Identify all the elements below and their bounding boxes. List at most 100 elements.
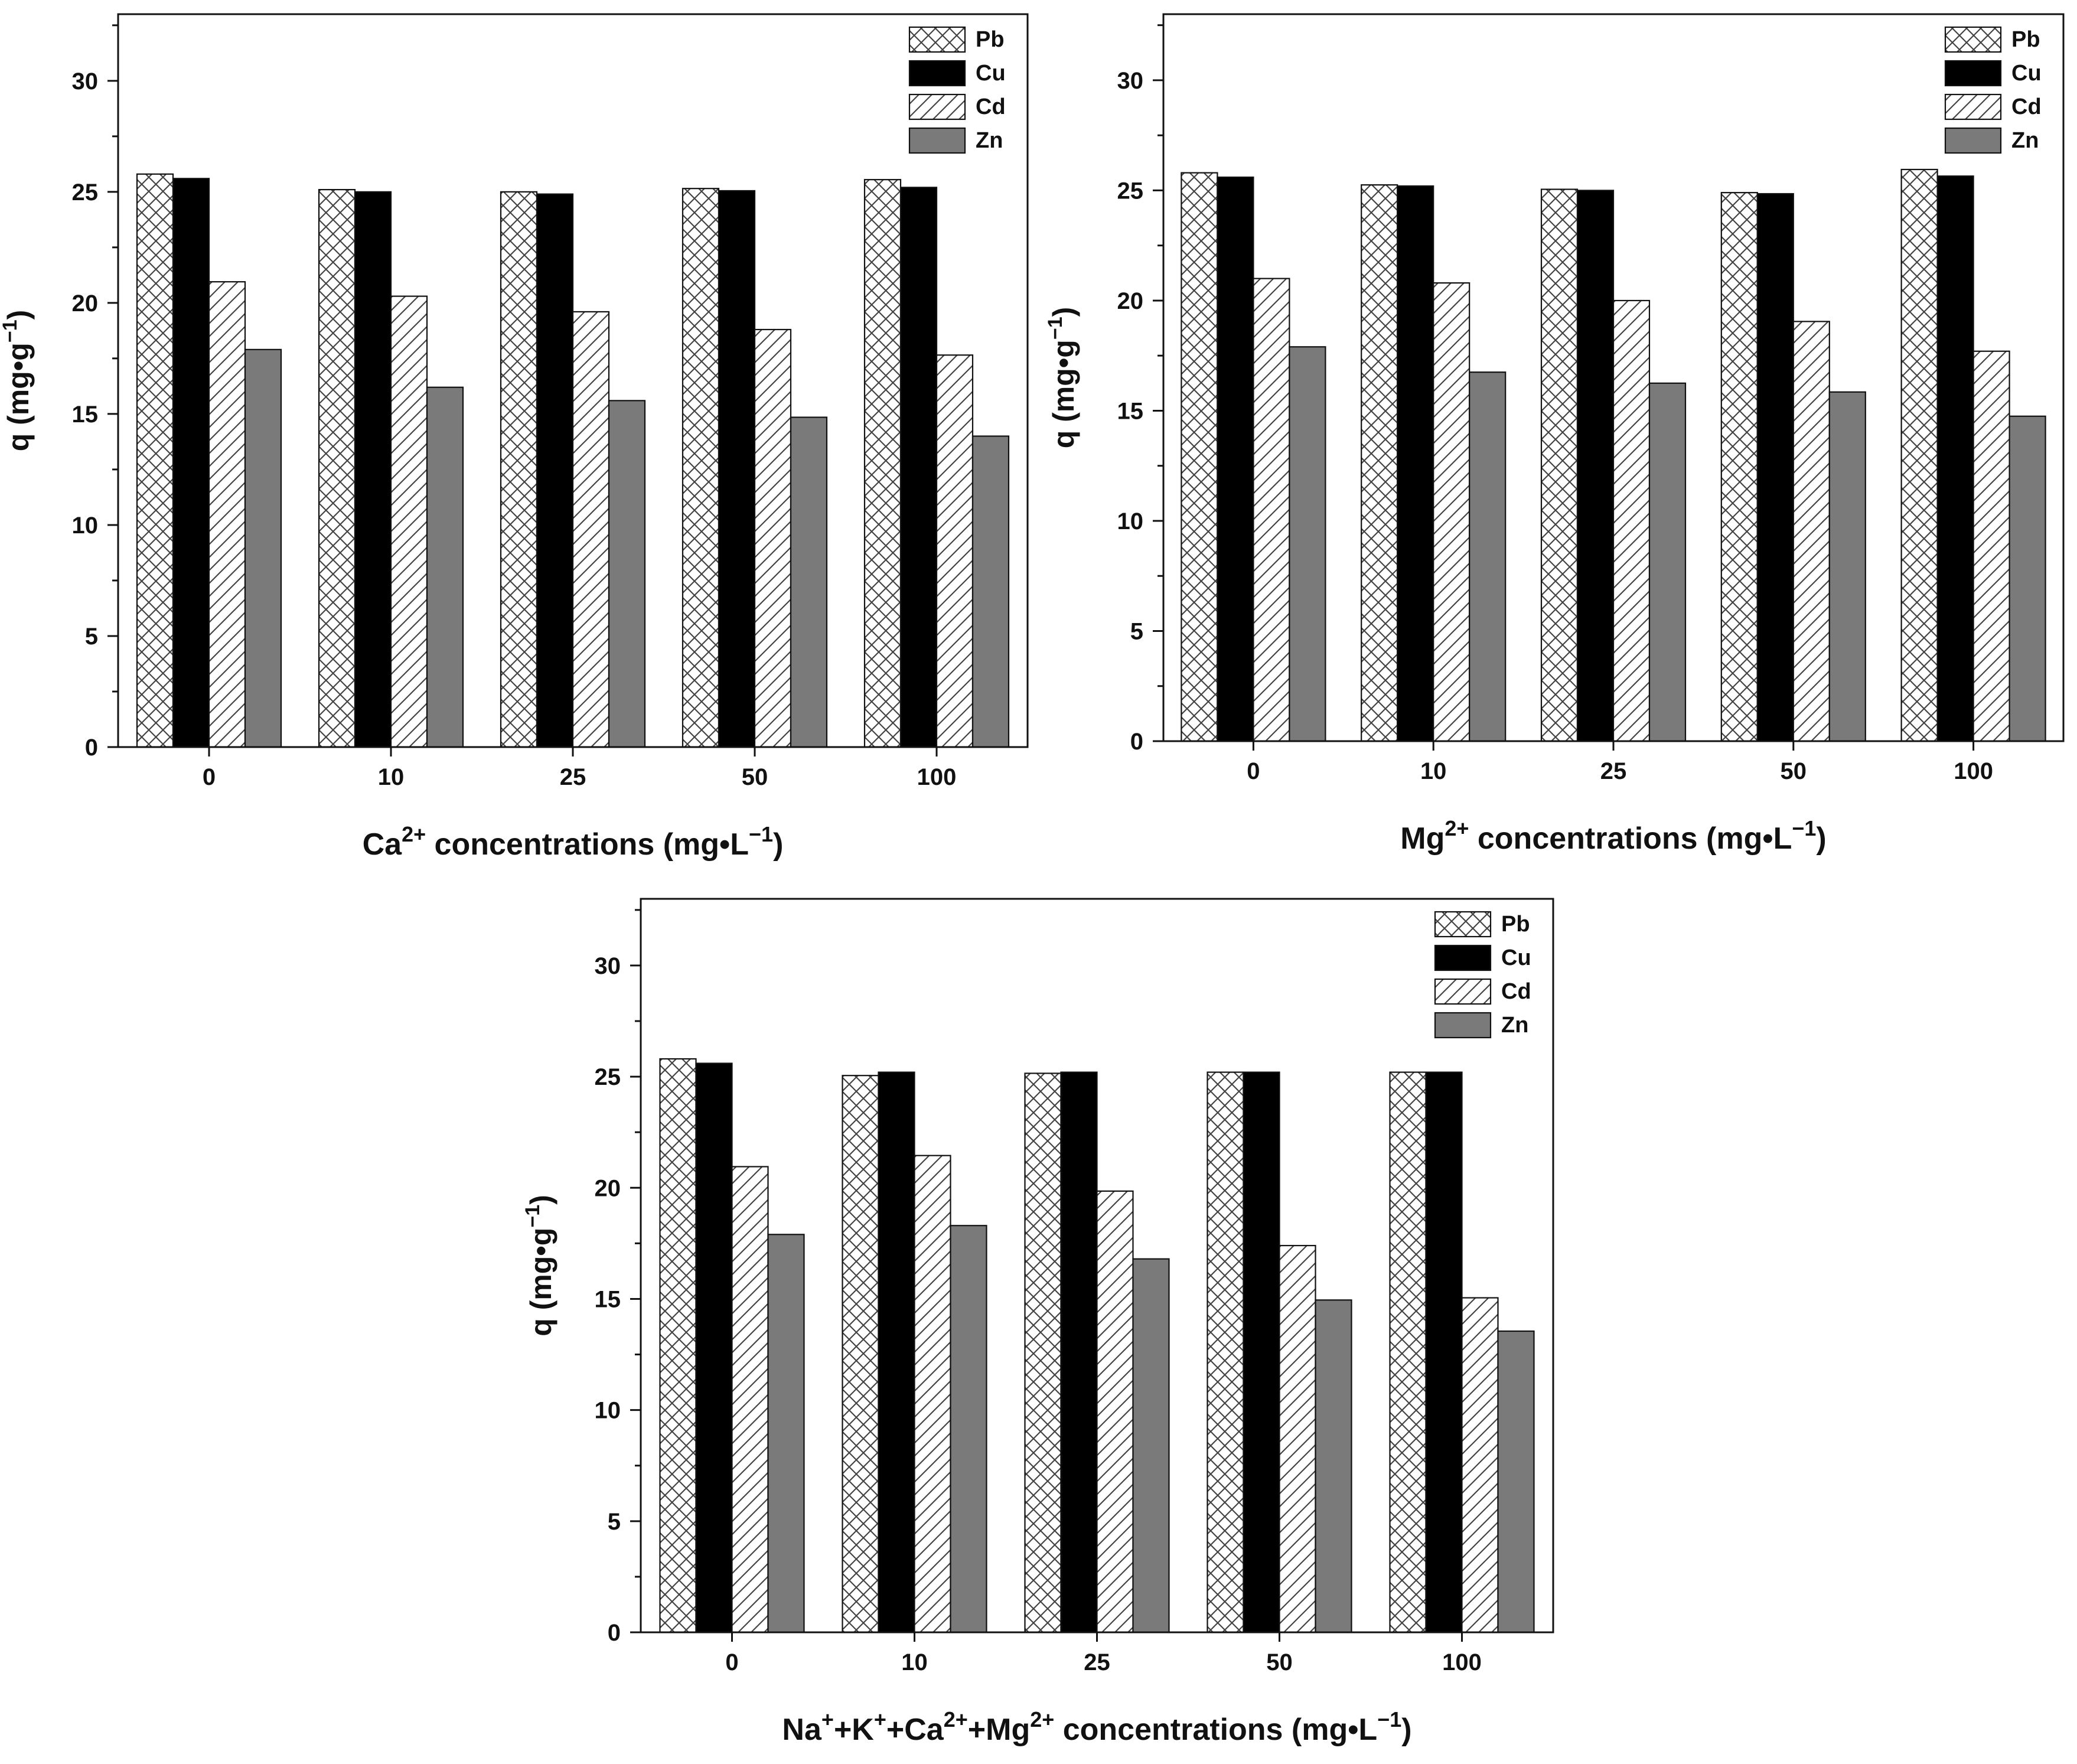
x-axis-label-sup: 2+: [944, 1707, 968, 1732]
bar-cu-50: [1243, 1071, 1280, 1633]
bar-zn-0: [1289, 346, 1326, 742]
y-axis-label-sup: −1: [521, 1205, 544, 1228]
y-axis-label: q (mg•g−1): [1044, 307, 1080, 449]
x-tick-label: 100: [917, 764, 957, 790]
x-axis-label-part: Na: [782, 1713, 822, 1747]
y-tick-label: 25: [1117, 178, 1144, 204]
bar-cd-50: [754, 328, 792, 748]
y-axis-label-sup: −1: [1044, 317, 1067, 340]
y-tick-label: 30: [595, 953, 621, 979]
x-axis-label-part: +Ca: [886, 1713, 944, 1747]
bar-pb-0: [1181, 172, 1218, 742]
legend-swatch-cd: [908, 93, 966, 120]
bar-cd-0: [1253, 278, 1290, 742]
y-tick-label: 5: [608, 1509, 621, 1535]
y-axis-label-main: q (mg•g: [1047, 340, 1080, 448]
bar-zn-10: [950, 1225, 987, 1633]
bar-zn-25: [608, 400, 646, 748]
y-axis-label-main: q (mg•g: [524, 1228, 557, 1336]
bar-cu-10: [1397, 185, 1434, 742]
bar-cd-100: [935, 354, 974, 748]
bar-cd-100: [1461, 1297, 1499, 1633]
legend-swatch-pb: [908, 26, 966, 53]
x-axis-label-sup: +: [821, 1707, 834, 1732]
legend-swatch-cd: [1944, 93, 2002, 120]
bar-cd-10: [390, 295, 428, 748]
x-axis-label-sup: −1: [1377, 1707, 1401, 1732]
legend-swatch-zn: [908, 127, 966, 154]
y-tick-label: 0: [1130, 729, 1143, 755]
y-axis-label-end: ): [524, 1195, 557, 1205]
bar-cu-0: [1217, 176, 1254, 742]
legend-label-cd: Cd: [1501, 979, 1531, 1004]
y-tick-label: 15: [1117, 398, 1144, 424]
x-tick-label: 10: [378, 764, 405, 790]
bar-zn-100: [1497, 1330, 1535, 1633]
bar-zn-25: [1648, 382, 1687, 742]
bar-zn-10: [426, 386, 464, 748]
y-axis-label-end: ): [1047, 307, 1080, 317]
bar-pb-0: [659, 1058, 697, 1633]
bar-zn-100: [2008, 415, 2046, 742]
y-axis-label-sup: −1: [0, 319, 21, 343]
x-axis-label-sup: +: [874, 1707, 886, 1732]
bar-cu-100: [1425, 1071, 1463, 1633]
x-axis-label-part: +Mg: [968, 1713, 1030, 1747]
bar-cd-10: [914, 1155, 951, 1633]
x-axis-label-part: concentrations (mg•L: [1054, 1713, 1377, 1747]
bar-pb-50: [1207, 1071, 1244, 1633]
bar-pb-10: [1361, 184, 1398, 742]
bar-pb-25: [500, 191, 538, 748]
bar-zn-100: [971, 435, 1010, 748]
bar-cu-0: [695, 1062, 733, 1633]
bar-zn-50: [790, 416, 828, 748]
bar-pb-100: [1389, 1071, 1427, 1633]
y-tick-label: 5: [85, 624, 98, 650]
x-tick-label: 100: [1954, 758, 1993, 784]
y-tick-label: 20: [72, 291, 99, 317]
bar-zn-25: [1132, 1258, 1170, 1633]
y-tick-label: 20: [1117, 288, 1144, 314]
legend-label-pb: Pb: [1501, 912, 1530, 937]
x-axis-label-sup: −1: [749, 822, 773, 846]
x-axis-label-part: ): [773, 827, 783, 862]
bar-cd-25: [1096, 1190, 1134, 1633]
x-tick-label: 10: [901, 1649, 928, 1675]
y-tick-label: 10: [595, 1398, 621, 1424]
bar-pb-100: [863, 179, 902, 748]
legend-swatch-zn: [1434, 1012, 1492, 1039]
bar-cd-25: [572, 311, 610, 748]
bar-zn-50: [1828, 391, 1866, 742]
x-axis-label-sup: 2+: [1030, 1707, 1054, 1732]
x-axis-label: Mg2+ concentrations (mg•L−1): [1400, 816, 1826, 856]
x-axis-label-part: Mg: [1400, 821, 1445, 856]
legend-label-cu: Cu: [1501, 945, 1531, 970]
x-axis-label-sup: −1: [1792, 816, 1816, 840]
legend-label-zn: Zn: [1501, 1013, 1528, 1038]
y-tick-label: 5: [1130, 618, 1143, 644]
x-tick-label: 25: [1084, 1649, 1110, 1675]
legend-swatch-cu: [1434, 944, 1492, 971]
x-axis-label-part: concentrations (mg•L: [1469, 821, 1792, 856]
bar-cu-50: [718, 190, 756, 748]
legend-label-zn: Zn: [2011, 128, 2039, 153]
y-tick-label: 0: [608, 1620, 621, 1646]
y-axis-label-main: q (mg•g: [2, 343, 35, 451]
x-tick-label: 100: [1442, 1649, 1482, 1675]
bar-cd-25: [1612, 299, 1651, 742]
bar-cu-25: [1576, 190, 1615, 742]
bar-cd-100: [1972, 350, 2010, 742]
legend-label-pb: Pb: [2011, 27, 2040, 52]
bar-cu-25: [536, 193, 574, 748]
bar-cd-50: [1279, 1245, 1316, 1633]
bar-cd-50: [1792, 321, 1830, 742]
y-tick-label: 30: [72, 69, 99, 94]
bar-cu-25: [1060, 1071, 1098, 1633]
bar-cd-0: [731, 1166, 769, 1633]
y-tick-label: 10: [1117, 508, 1144, 534]
y-tick-label: 30: [1117, 68, 1144, 94]
y-tick-label: 10: [72, 513, 99, 539]
